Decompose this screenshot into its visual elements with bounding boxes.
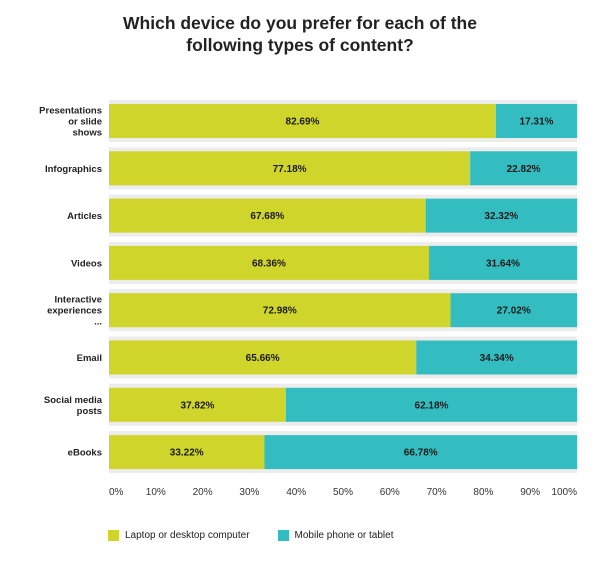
x-tick-label: 60% [380, 487, 400, 498]
bar-segment[interactable] [428, 245, 577, 280]
x-tick-label: 100% [551, 487, 577, 498]
bar-segment[interactable] [285, 387, 577, 422]
x-tick-label: 10% [146, 487, 166, 498]
data-label: 37.82% [181, 400, 215, 411]
category-label: Email [77, 353, 102, 364]
bar-segment[interactable] [109, 151, 471, 186]
chart-title-line-1: Which device do you prefer for each of t… [123, 13, 477, 33]
x-tick-label: 70% [427, 487, 447, 498]
category-label: shows [72, 128, 102, 139]
bar-segment[interactable] [470, 151, 577, 186]
x-tick-label: 40% [286, 487, 306, 498]
legend-swatch-laptop [108, 530, 119, 541]
chart-title-line-2: following types of content? [186, 35, 414, 55]
category-label: Videos [71, 258, 102, 269]
category-label: experiences [47, 306, 102, 317]
bar-segment[interactable] [109, 245, 429, 280]
legend-item-laptop[interactable]: Laptop or desktop computer [108, 530, 250, 541]
data-label: 17.31% [520, 117, 554, 128]
data-label: 33.22% [170, 448, 204, 459]
bar-segment[interactable] [109, 104, 496, 138]
data-label: 67.68% [250, 211, 284, 222]
bar-segment[interactable] [109, 435, 265, 470]
data-label: 82.69% [286, 117, 320, 128]
data-label: 66.78% [404, 448, 438, 459]
x-tick-label: 20% [193, 487, 213, 498]
data-label: 34.34% [480, 353, 514, 364]
bar-segment[interactable] [425, 198, 577, 233]
bar-segment[interactable] [495, 104, 577, 138]
category-label: Presentations [39, 106, 102, 117]
x-tick-label: 80% [473, 487, 493, 498]
data-label: 27.02% [497, 306, 531, 317]
category-label: ... [94, 317, 102, 328]
bar-segment[interactable] [264, 435, 577, 470]
bar-segment[interactable] [450, 293, 577, 328]
category-label: eBooks [68, 448, 102, 459]
data-label: 65.66% [246, 353, 280, 364]
legend-item-mobile[interactable]: Mobile phone or tablet [277, 530, 394, 541]
bar-segment[interactable] [109, 198, 426, 233]
data-label: 77.18% [273, 164, 307, 175]
data-label: 62.18% [415, 400, 449, 411]
bar-segment[interactable] [109, 340, 417, 375]
category-label: Infographics [45, 164, 102, 175]
data-label: 32.32% [484, 211, 518, 222]
legend-label-laptop: Laptop or desktop computer [125, 530, 250, 541]
category-label: or slide [68, 117, 102, 128]
legend: Laptop or desktop computer Mobile phone … [108, 530, 422, 541]
category-label: Social media [44, 395, 103, 406]
data-label: 72.98% [263, 306, 297, 317]
x-tick-label: 90% [520, 487, 540, 498]
data-label: 68.36% [252, 258, 286, 269]
bar-segment[interactable] [416, 340, 577, 375]
legend-swatch-mobile [277, 530, 289, 541]
x-tick-label: 0% [109, 487, 124, 498]
bar-segment[interactable] [109, 293, 451, 328]
chart-title: Which device do you prefer for each of t… [0, 12, 600, 56]
data-label: 31.64% [486, 258, 520, 269]
legend-label-mobile: Mobile phone or tablet [294, 530, 394, 541]
data-label: 22.82% [507, 164, 541, 175]
category-label: Articles [67, 211, 102, 222]
bar-segment[interactable] [109, 387, 286, 422]
x-tick-label: 30% [239, 487, 259, 498]
category-label: posts [77, 406, 102, 417]
category-label: Interactive [54, 295, 102, 306]
x-tick-label: 50% [333, 487, 353, 498]
